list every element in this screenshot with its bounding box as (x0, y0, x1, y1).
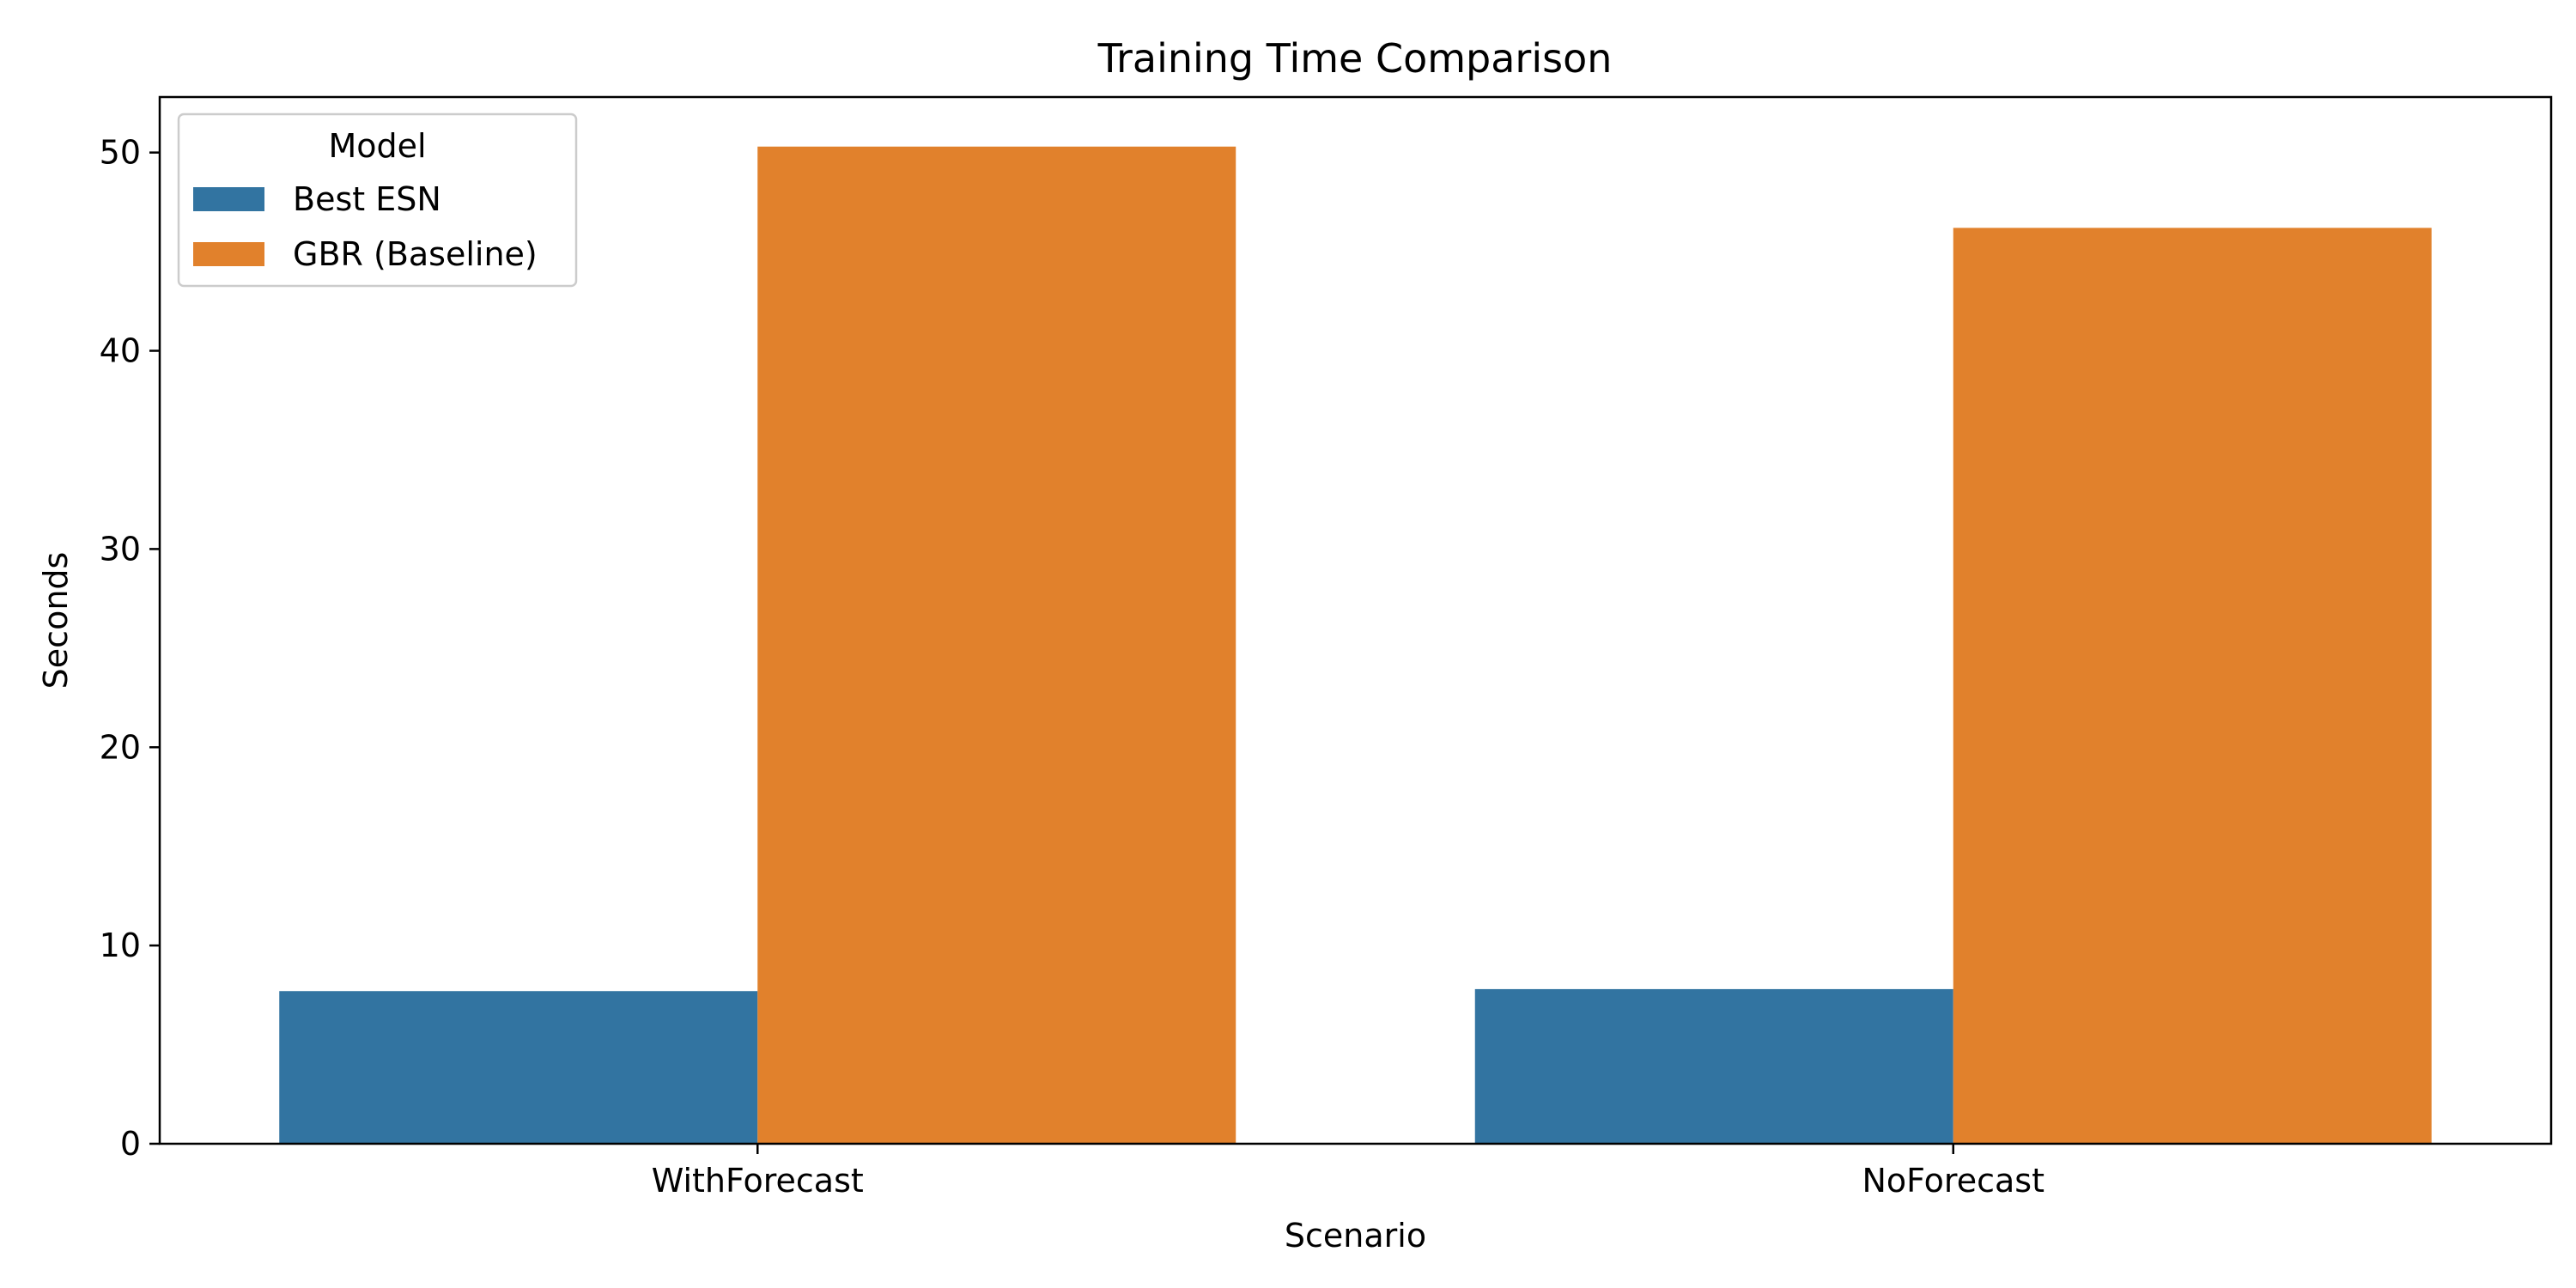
chart-title: Training Time Comparison (1097, 35, 1613, 82)
legend-swatch (193, 187, 264, 211)
legend-entry-label: GBR (Baseline) (293, 235, 538, 273)
y-tick-label: 30 (100, 530, 141, 568)
y-axis: 0 10 20 30 40 50 (100, 134, 160, 1163)
bar-gbr-baseline-withforecast (757, 146, 1236, 1145)
y-axis-label: Seconds (37, 552, 75, 690)
x-axis: WithForecast NoForecast (652, 1144, 2044, 1200)
y-tick-label: 10 (100, 927, 141, 964)
legend-entry-label: Best ESN (293, 180, 441, 218)
x-axis-label: Scenario (1285, 1217, 1426, 1255)
bar-best-esn-noforecast (1474, 988, 1953, 1144)
bar-best-esn-withforecast (279, 991, 758, 1144)
legend-swatch (193, 242, 264, 266)
y-tick-label: 20 (100, 728, 141, 766)
legend-title: Model (328, 127, 426, 165)
y-tick-label: 0 (120, 1125, 141, 1163)
x-tick-label: NoForecast (1862, 1162, 2044, 1200)
plot-frame (158, 95, 2553, 1145)
bars-layer (279, 146, 2432, 1145)
bar-gbr-baseline-noforecast (1953, 228, 2432, 1144)
y-tick-label: 40 (100, 332, 141, 370)
y-tick-label: 50 (100, 134, 141, 172)
legend-box (177, 112, 578, 288)
x-tick-label: WithForecast (652, 1162, 864, 1200)
legend: Model Best ESN GBR (Baseline) (177, 112, 578, 288)
